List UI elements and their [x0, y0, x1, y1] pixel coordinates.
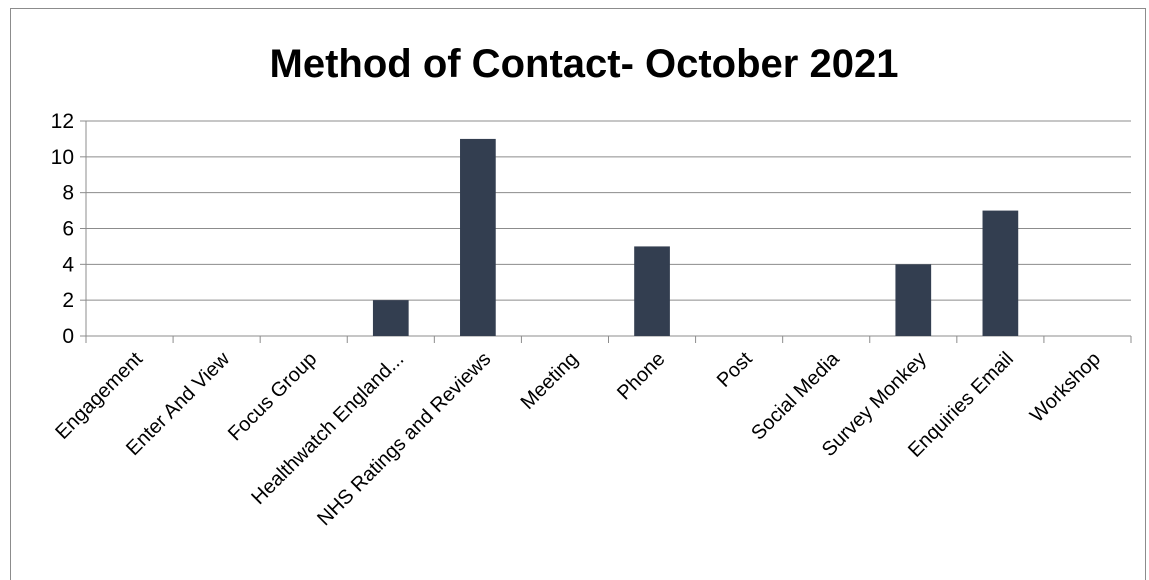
bar-survey-monkey — [895, 264, 932, 336]
x-category-label: NHS Ratings and Reviews — [313, 348, 495, 530]
chart-frame — [10, 8, 1146, 580]
bar-phone — [634, 246, 670, 336]
y-tick-label: 2 — [62, 289, 74, 312]
chart-title: Method of Contact- October 2021 — [270, 42, 899, 86]
y-tick-label: 4 — [62, 253, 74, 276]
y-tick-label: 6 — [62, 218, 74, 241]
x-category-label: Post — [713, 348, 757, 392]
bars — [372, 138, 1019, 336]
x-category-label: Meeting — [517, 348, 583, 414]
bar-nhs-ratings-and-reviews — [460, 138, 496, 336]
x-category-label: Engagement — [51, 348, 147, 444]
x-category-label: Social Media — [747, 347, 844, 444]
x-category-label: Phone — [613, 348, 669, 404]
bar-enquiries-email — [982, 210, 1019, 336]
x-category-label: Focus Group — [224, 348, 321, 445]
x-category-label: Workshop — [1026, 348, 1105, 427]
y-tick-label: 0 — [62, 325, 74, 348]
y-tick-label: 8 — [62, 182, 74, 205]
y-axis-ticks: 0 2 4 6 8 10 12 — [51, 110, 75, 348]
y-tick-label: 10 — [51, 146, 74, 169]
bar-healthwatch-england — [372, 300, 409, 336]
y-tick-label: 12 — [51, 110, 74, 133]
gridlines — [80, 120, 1132, 343]
x-category-label: Healthwatch England... — [247, 348, 408, 509]
